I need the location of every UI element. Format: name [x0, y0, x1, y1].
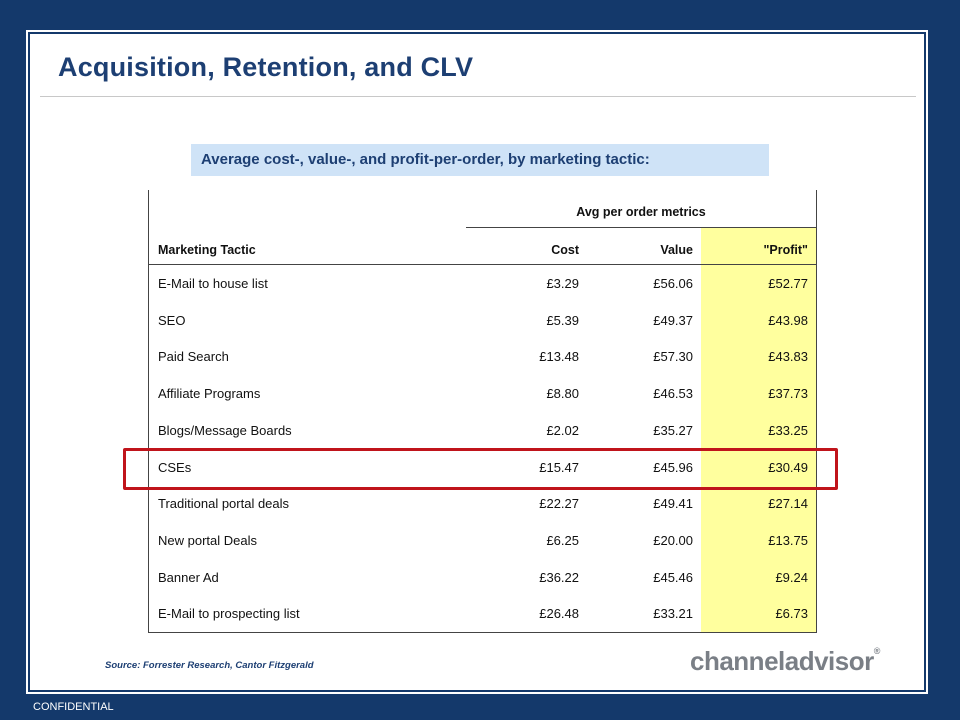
cell-tactic: SEO: [158, 312, 186, 328]
cell-tactic: CSEs: [158, 459, 192, 475]
table-row: E-Mail to prospecting list £26.48 £33.21 £6…: [149, 595, 816, 632]
cell-tactic: Banner Ad: [158, 569, 219, 585]
cell-tactic: Traditional portal deals: [158, 496, 290, 512]
logo-registered-mark: ®: [873, 646, 881, 656]
cses-row-outline: [123, 448, 838, 490]
cell-profit: £9.24: [775, 569, 808, 585]
cell-value: £49.41: [653, 496, 693, 512]
cell-profit: £52.77: [768, 276, 808, 291]
header-cost: Cost: [551, 243, 579, 257]
cell-value: £46.53: [653, 386, 693, 402]
table-row: Traditional portal deals £22.27 £49.41 £27.…: [149, 485, 816, 522]
table-header-row: Marketing Tactic Cost Value "Profit": [149, 227, 816, 265]
title-divider: [40, 96, 916, 97]
table-row: Blogs/Message Boards £2.02 £35.27 £33.25: [149, 412, 816, 449]
cell-cost: £15.47: [539, 459, 579, 475]
header-value: Value: [660, 243, 693, 257]
source-note: Source: Forrester Research, Cantor Fitzg…: [105, 660, 314, 671]
cell-value: £45.96: [653, 459, 693, 475]
cell-cost: £36.22: [539, 569, 579, 585]
cell-cost: £13.48: [539, 349, 579, 365]
cell-cost: £5.39: [546, 312, 579, 328]
cell-profit: £43.98: [768, 312, 808, 328]
cell-value: £33.21: [653, 606, 693, 622]
cell-cost: £6.25: [546, 532, 579, 548]
cell-tactic: Affiliate Programs: [158, 386, 261, 402]
cell-tactic: E-Mail to house list: [158, 276, 268, 291]
metrics-table: Avg per order metrics Marketing Tactic C…: [148, 190, 817, 633]
cell-value: £49.37: [653, 312, 693, 328]
table-row: SEO £5.39 £49.37 £43.98: [149, 302, 816, 339]
cell-value: £20.00: [653, 532, 693, 548]
channeladvisor-logo: channeladvisor®: [690, 646, 880, 677]
cell-tactic: Blogs/Message Boards: [158, 422, 292, 438]
cell-cost: £3.29: [546, 276, 579, 291]
cell-value: £45.46: [653, 569, 693, 585]
cell-profit: £37.73: [768, 386, 808, 402]
table-row: New portal Deals £6.25 £20.00 £13.75: [149, 522, 816, 559]
logo-text: channeladvisor: [690, 646, 874, 676]
cell-tactic: New portal Deals: [158, 532, 257, 548]
table-row: E-Mail to house list £3.29 £56.06 £52.77: [149, 265, 816, 302]
cell-cost: £2.02: [546, 422, 579, 438]
confidential-label: CONFIDENTIAL: [33, 701, 114, 713]
cell-cost: £22.27: [539, 496, 579, 512]
cell-profit: £43.83: [768, 349, 808, 365]
cell-cost: £8.80: [546, 386, 579, 402]
cell-profit: £27.14: [768, 496, 808, 512]
group-header: Avg per order metrics: [466, 190, 816, 228]
slide: Acquisition, Retention, and CLV Average …: [30, 34, 924, 690]
header-profit: "Profit": [763, 243, 809, 257]
cell-tactic: Paid Search: [158, 349, 229, 365]
cell-value: £56.06: [653, 276, 693, 291]
header-tactic: Marketing Tactic: [158, 243, 256, 257]
table-caption: Average cost-, value-, and profit-per-or…: [191, 144, 769, 176]
cell-tactic: E-Mail to prospecting list: [158, 606, 300, 622]
cell-value: £35.27: [653, 422, 693, 438]
table-row: Affiliate Programs £8.80 £46.53 £37.73: [149, 375, 816, 412]
cell-profit: £6.73: [775, 606, 808, 622]
cell-profit: £13.75: [768, 532, 808, 548]
profit-column-highlight: [701, 227, 816, 632]
table-row: Banner Ad £36.22 £45.46 £9.24: [149, 559, 816, 596]
slide-frame: [26, 30, 928, 694]
cell-profit: £33.25: [768, 422, 808, 438]
cell-cost: £26.48: [539, 606, 579, 622]
cell-value: £57.30: [653, 349, 693, 365]
table-row: CSEs £15.47 £45.96 £30.49: [149, 449, 816, 486]
slide-title: Acquisition, Retention, and CLV: [58, 52, 474, 82]
cell-profit: £30.49: [768, 459, 808, 475]
table-row: Paid Search £13.48 £57.30 £43.83: [149, 338, 816, 375]
